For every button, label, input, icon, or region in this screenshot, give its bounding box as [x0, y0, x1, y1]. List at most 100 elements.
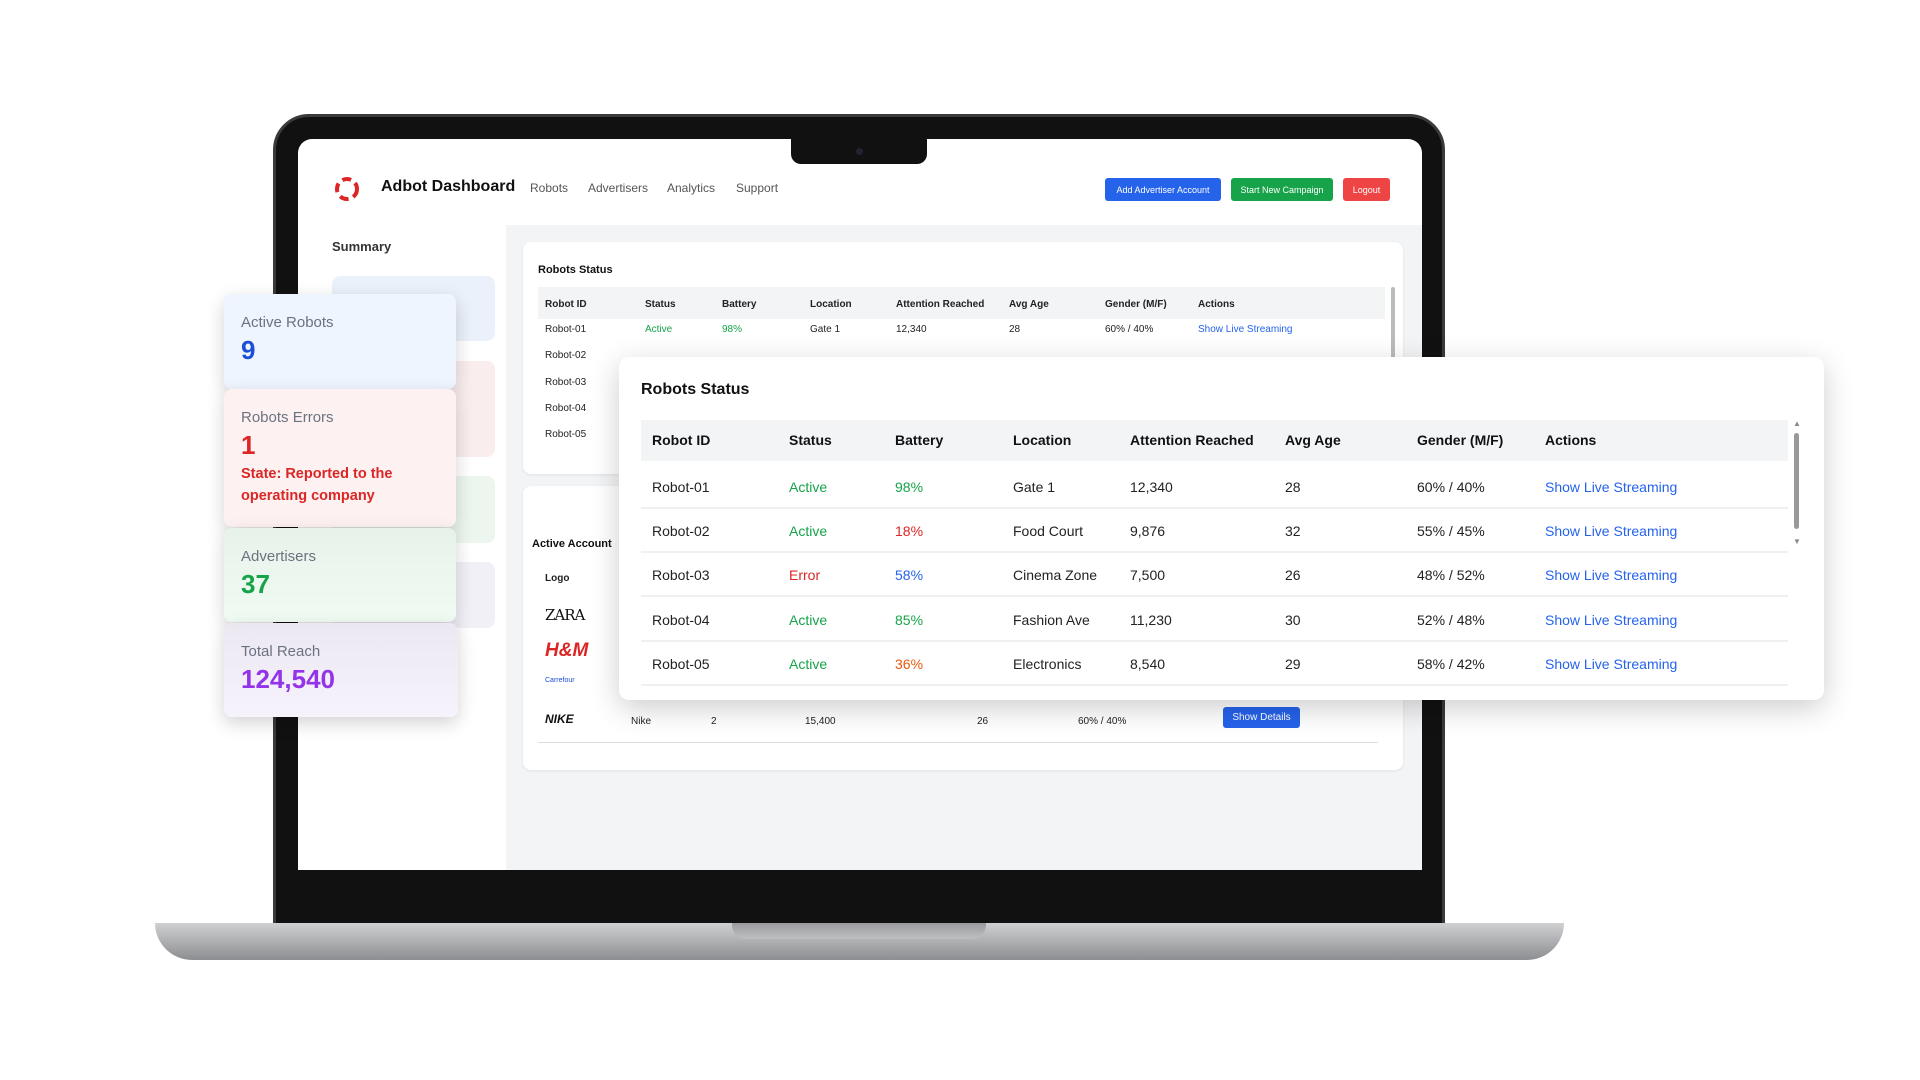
account-name: Nike [631, 716, 652, 727]
column-header: Gender (M/F) [1417, 432, 1504, 448]
cell-location: Gate 1 [1013, 479, 1056, 495]
nav-analytics[interactable]: Analytics [667, 181, 716, 195]
cell-gender: 48% / 52% [1417, 567, 1485, 584]
cell-age: 28 [1285, 479, 1301, 495]
show-live-streaming-link[interactable]: Show Live Streaming [1545, 611, 1678, 628]
cell-gender: 58% / 42% [1417, 655, 1485, 672]
column-header: Robot ID [652, 432, 711, 448]
camera-icon [856, 148, 863, 155]
logo-column-header: Logo [545, 573, 570, 584]
cell-id: Robot-05 [652, 655, 710, 672]
cell-age: 29 [1285, 655, 1301, 672]
nav-robots[interactable]: Robots [530, 181, 569, 195]
cell-attention: 7,500 [1130, 567, 1166, 584]
scroll-down-icon[interactable]: ▼ [1793, 537, 1801, 546]
nike-logo: NIKE [545, 712, 574, 726]
card-title: Robots Status [538, 264, 613, 276]
logout-button[interactable]: Logout [1343, 178, 1390, 201]
stat-card-active-robots: Active Robots 9 [224, 294, 456, 389]
cell-battery: 18% [895, 523, 924, 540]
cell-gender: 52% / 48% [1417, 611, 1485, 628]
column-header: Status [645, 299, 676, 310]
adbot-logo-icon [335, 177, 359, 201]
add-advertiser-button[interactable]: Add Advertiser Account [1105, 178, 1221, 201]
column-header: Attention Reached [896, 299, 985, 310]
cell-battery: 36% [895, 655, 924, 672]
cell-id: Robot-03 [652, 567, 710, 584]
show-live-streaming-link[interactable]: Show Live Streaming [1545, 567, 1678, 584]
cell-status: Active [789, 655, 828, 672]
error-state-note: State: Reported to the operating company [241, 466, 393, 504]
cell-status: Active [789, 479, 828, 495]
column-header: Battery [895, 432, 944, 448]
cell-id: Robot-01 [545, 324, 587, 335]
column-header: Robot ID [545, 299, 587, 310]
popup-title: Robots Status [641, 381, 750, 398]
cell-id: Robot-04 [652, 611, 710, 628]
show-live-streaming-link[interactable]: Show Live Streaming [1545, 523, 1678, 540]
show-live-streaming-link[interactable]: Show Live Streaming [1198, 324, 1293, 335]
cell-location: Electronics [1013, 655, 1082, 672]
cell-attention: 12,340 [1130, 479, 1173, 495]
stat-label: Robots Errors [241, 409, 334, 426]
cell-location: Cinema Zone [1013, 567, 1098, 584]
table-row [641, 642, 1788, 686]
column-header: Avg Age [1285, 432, 1341, 448]
scroll-up-icon[interactable]: ▲ [1793, 419, 1801, 428]
cell-attention: 11,230 [1130, 611, 1172, 628]
robots-status-popup: Robots Status ▲ ▼ Robot ID Status Battery L… [619, 357, 1824, 700]
table-header [641, 420, 1788, 461]
sidebar-title: Summary [332, 239, 392, 254]
column-header: Battery [722, 299, 757, 310]
show-details-button[interactable]: Show Details [1223, 707, 1300, 728]
show-live-streaming-link[interactable]: Show Live Streaming [1545, 655, 1678, 672]
table-row [641, 598, 1788, 642]
cell-gender: 60% / 40% [1417, 479, 1485, 495]
cell-id: Robot-04 [545, 402, 587, 414]
stat-label: Total Reach [241, 643, 321, 660]
cell-age: 32 [1285, 523, 1301, 540]
stat-label: Advertisers [241, 548, 317, 565]
stat-card-total-reach: Total Reach 124,540 [224, 623, 458, 717]
column-header: Attention Reached [1130, 432, 1254, 448]
column-header: Actions [1198, 299, 1235, 310]
column-header: Location [1013, 432, 1072, 448]
account-robots: 2 [711, 716, 717, 727]
cell-id: Robot-01 [652, 479, 710, 495]
cell-id: Robot-05 [545, 429, 587, 441]
cell-attention: 9,876 [1130, 523, 1166, 540]
cell-age: 30 [1285, 611, 1301, 628]
carrefour-logo: Carrefour [545, 677, 575, 684]
stat-label: Active Robots [241, 314, 334, 331]
table-row [641, 553, 1788, 598]
divider [538, 742, 1378, 743]
zara-logo: ZARA [545, 606, 585, 624]
nav-advertisers[interactable]: Advertisers [588, 181, 649, 195]
cell-attention: 8,540 [1130, 655, 1166, 672]
card-title: Active Account [532, 538, 612, 550]
stat-value: 37 [241, 569, 270, 599]
account-age: 26 [977, 716, 989, 727]
table-header [538, 287, 1385, 319]
nav-support[interactable]: Support [736, 181, 779, 195]
cell-location: Fashion Ave [1013, 611, 1090, 628]
cell-id: Robot-02 [545, 350, 587, 362]
stat-card-advertisers: Advertisers 37 [224, 528, 456, 622]
cell-id: Robot-02 [652, 523, 710, 540]
start-campaign-button[interactable]: Start New Campaign [1231, 178, 1333, 201]
cell-age: 26 [1285, 567, 1301, 584]
cell-battery: 98% [722, 324, 743, 335]
cell-status: Active [645, 324, 673, 335]
cell-status: Error [789, 567, 821, 584]
cell-location: Food Court [1013, 523, 1084, 540]
cell-age: 28 [1009, 324, 1021, 335]
scrollbar-thumb[interactable] [1794, 433, 1799, 529]
cell-gender: 60% / 40% [1105, 324, 1154, 335]
stat-value: 1 [241, 430, 256, 460]
column-header: Location [810, 299, 852, 310]
cell-status: Active [789, 611, 828, 628]
cell-status: Active [789, 523, 828, 540]
show-live-streaming-link[interactable]: Show Live Streaming [1545, 479, 1678, 495]
hm-logo: H&M [545, 640, 589, 661]
stat-value: 9 [241, 335, 256, 365]
